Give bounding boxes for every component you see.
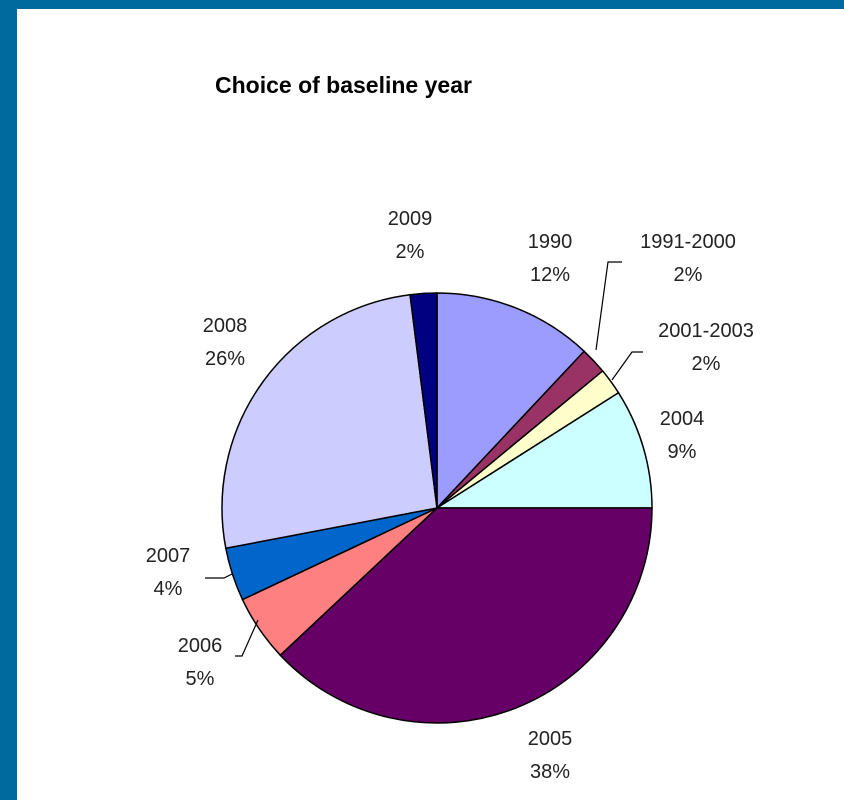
slices-layer bbox=[221, 292, 653, 724]
pie-slice-1990 bbox=[436, 292, 586, 510]
slice-percent-1991-2000: 2% bbox=[674, 264, 703, 286]
leader-line-2001-2003 bbox=[611, 351, 643, 381]
labels-layer: 1990 12% 1991-2000 2% 2001-2003 2% 2004 9% 2005 3… bbox=[146, 208, 754, 783]
slice-percent-2005: 38% bbox=[530, 761, 570, 783]
pie-slice-2004 bbox=[434, 391, 653, 509]
slice-label-2001-2003: 2001-2003 bbox=[658, 320, 754, 342]
slice-percent-2006: 5% bbox=[186, 668, 215, 690]
pie-slice-2009 bbox=[409, 292, 438, 509]
slice-label-2008: 2008 bbox=[203, 315, 248, 337]
slice-label-2007: 2007 bbox=[146, 545, 191, 567]
slice-percent-2008: 26% bbox=[205, 348, 245, 370]
slice-label-2004: 2004 bbox=[660, 408, 705, 430]
pie-slice-2005 bbox=[279, 507, 653, 724]
slice-percent-2004: 9% bbox=[668, 441, 697, 463]
leader-lines-layer bbox=[205, 261, 643, 657]
slice-label-2006: 2006 bbox=[178, 635, 223, 657]
slice-label-1991-2000: 1991-2000 bbox=[640, 231, 736, 253]
slice-percent-1990: 12% bbox=[530, 264, 570, 286]
leader-line-1991-2000 bbox=[595, 261, 622, 351]
leader-line-2006 bbox=[235, 619, 259, 657]
slice-percent-2009: 2% bbox=[396, 241, 425, 263]
slice-label-2009: 2009 bbox=[388, 208, 433, 230]
slice-label-2005: 2005 bbox=[528, 728, 573, 750]
slice-percent-2001-2003: 2% bbox=[692, 353, 721, 375]
slice-label-1990: 1990 bbox=[528, 231, 573, 253]
slice-percent-2007: 4% bbox=[154, 578, 183, 600]
pie-slice-2008 bbox=[221, 293, 438, 550]
chart-title: Choice of baseline year bbox=[215, 72, 472, 98]
leader-line-2007 bbox=[205, 573, 233, 579]
